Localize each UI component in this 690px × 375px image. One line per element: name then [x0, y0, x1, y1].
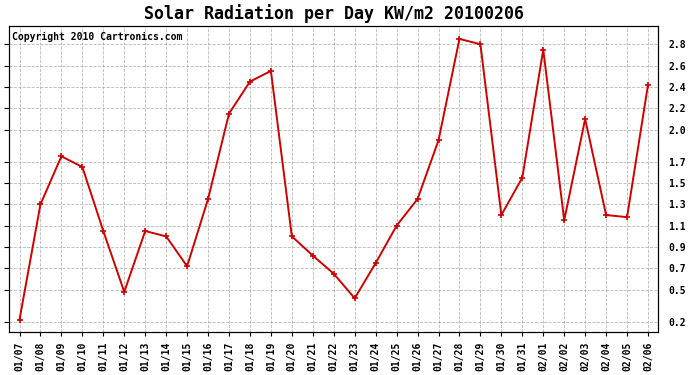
Title: Solar Radiation per Day KW/m2 20100206: Solar Radiation per Day KW/m2 20100206 [144, 4, 524, 23]
Text: Copyright 2010 Cartronics.com: Copyright 2010 Cartronics.com [12, 32, 183, 42]
